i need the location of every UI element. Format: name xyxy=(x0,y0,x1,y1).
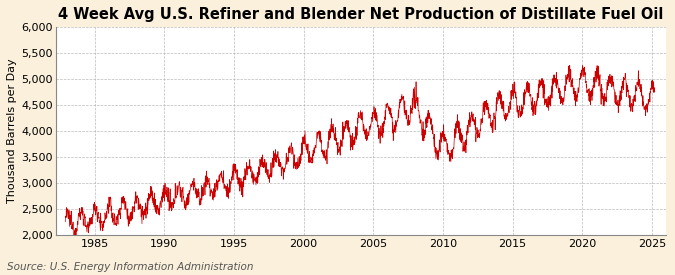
Text: Source: U.S. Energy Information Administration: Source: U.S. Energy Information Administ… xyxy=(7,262,253,272)
Y-axis label: Thousand Barrels per Day: Thousand Barrels per Day xyxy=(7,59,17,203)
Title: 4 Week Avg U.S. Refiner and Blender Net Production of Distillate Fuel Oil: 4 Week Avg U.S. Refiner and Blender Net … xyxy=(58,7,664,22)
